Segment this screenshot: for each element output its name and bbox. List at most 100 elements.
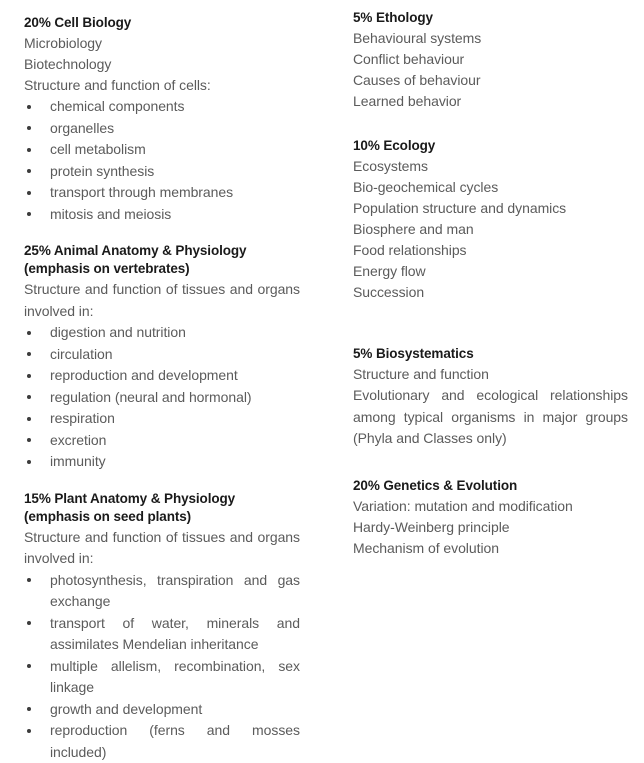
list-item-label: circulation	[50, 344, 300, 366]
section-heading: 5% Biosystematics	[353, 345, 628, 363]
bullet-icon	[27, 148, 31, 152]
bullet-icon	[27, 578, 31, 582]
list-item: growth and development	[24, 699, 300, 721]
list-item-label: multiple allelism, recombination, sex li…	[50, 656, 300, 699]
list-item: mitosis and meiosis	[24, 204, 300, 226]
section-line: Population structure and dynamics	[353, 198, 628, 219]
list-item: regulation (neural and hormonal)	[24, 387, 300, 409]
bullet-icon	[27, 331, 31, 335]
bullet-icon	[27, 664, 31, 668]
section-line: Ecosystems	[353, 156, 628, 177]
list-item-label: organelles	[50, 118, 300, 140]
section-heading-main: 20% Genetics & Evolution	[353, 478, 517, 493]
section-heading: 25% Animal Anatomy & Physiology (emphasi…	[24, 242, 300, 278]
list-item: chemical components	[24, 96, 300, 118]
section-genetics-evolution: 20% Genetics & Evolution Variation: muta…	[353, 477, 628, 559]
section-line: Succession	[353, 282, 628, 303]
section-heading: 15% Plant Anatomy & Physiology (emphasis…	[24, 490, 300, 526]
list-item: reproduction (ferns and mosses included)	[24, 720, 300, 763]
section-line: Learned behavior	[353, 91, 628, 112]
section-heading: 20% Genetics & Evolution	[353, 477, 628, 495]
section-line: Energy flow	[353, 261, 628, 282]
section-line: Behavioural systems	[353, 28, 628, 49]
bullet-icon	[27, 126, 31, 130]
right-column: 5% Ethology Behavioural systems Conflict…	[353, 0, 628, 559]
bullet-icon	[27, 395, 31, 399]
list-item-label: transport through membranes	[50, 182, 300, 204]
section-cell-biology: 20% Cell Biology Microbiology Biotechnol…	[24, 14, 300, 225]
syllabus-document: 20% Cell Biology Microbiology Biotechnol…	[0, 0, 644, 690]
section-line: Structure and function	[353, 364, 628, 385]
list-item: respiration	[24, 408, 300, 430]
section-line: Mechanism of evolution	[353, 538, 628, 559]
section-line: Microbiology	[24, 33, 300, 54]
section-heading-main: 25% Animal Anatomy & Physiology	[24, 243, 246, 258]
list-item-label: growth and development	[50, 699, 300, 721]
list-item: transport through membranes	[24, 182, 300, 204]
bullet-icon	[27, 438, 31, 442]
list-item: excretion	[24, 430, 300, 452]
bullet-icon	[27, 191, 31, 195]
section-line: Hardy-Weinberg principle	[353, 517, 628, 538]
section-heading: 20% Cell Biology	[24, 14, 300, 32]
section-ecology: 10% Ecology Ecosystems Bio-geochemical c…	[353, 137, 628, 303]
section-biosystematics: 5% Biosystematics Structure and function…	[353, 345, 628, 450]
bullet-icon	[27, 621, 31, 625]
bullet-icon	[27, 460, 31, 464]
section-heading-sub: (emphasis on seed plants)	[24, 508, 300, 526]
bullet-icon	[27, 212, 31, 216]
list-item: organelles	[24, 118, 300, 140]
section-line: Biotechnology	[24, 54, 300, 75]
section-line: Bio-geochemical cycles	[353, 177, 628, 198]
section-heading: 5% Ethology	[353, 9, 628, 27]
section-heading-sub: (emphasis on vertebrates)	[24, 260, 300, 278]
list-item: multiple allelism, recombination, sex li…	[24, 656, 300, 699]
section-line: Food relationships	[353, 240, 628, 261]
section-line: Structure and function of cells:	[24, 75, 300, 96]
section-bullet-list: chemical components organelles cell meta…	[24, 96, 300, 225]
bullet-icon	[27, 105, 31, 109]
list-item: transport of water, minerals and assimil…	[24, 613, 300, 656]
list-item-label: respiration	[50, 408, 300, 430]
list-item-label: regulation (neural and hormonal)	[50, 387, 300, 409]
bullet-icon	[27, 707, 31, 711]
list-item: cell metabolism	[24, 139, 300, 161]
section-lead-paragraph: Structure and function of tissues and or…	[24, 279, 300, 322]
list-item-label: protein synthesis	[50, 161, 300, 183]
section-heading-main: 10% Ecology	[353, 138, 435, 153]
list-item: immunity	[24, 451, 300, 473]
section-heading-main: 5% Ethology	[353, 10, 433, 25]
list-item: reproduction and development	[24, 365, 300, 387]
section-bullet-list: photosynthesis, transpiration and gas ex…	[24, 570, 300, 763]
section-line: Causes of behaviour	[353, 70, 628, 91]
list-item-label: photosynthesis, transpiration and gas ex…	[50, 570, 300, 613]
section-animal-anatomy-physiology: 25% Animal Anatomy & Physiology (emphasi…	[24, 242, 300, 473]
list-item-label: transport of water, minerals and assimil…	[50, 613, 300, 656]
section-heading-main: 15% Plant Anatomy & Physiology	[24, 491, 235, 506]
section-bullet-list: digestion and nutrition circulation repr…	[24, 322, 300, 473]
list-item-label: excretion	[50, 430, 300, 452]
section-lead-paragraph: Structure and function of tissues and or…	[24, 527, 300, 570]
list-item: circulation	[24, 344, 300, 366]
bullet-icon	[27, 729, 31, 733]
bullet-icon	[27, 417, 31, 421]
section-heading-main: 20% Cell Biology	[24, 15, 131, 30]
list-item: protein synthesis	[24, 161, 300, 183]
list-item: digestion and nutrition	[24, 322, 300, 344]
section-heading-main: 5% Biosystematics	[353, 346, 474, 361]
section-plant-anatomy-physiology: 15% Plant Anatomy & Physiology (emphasis…	[24, 490, 300, 763]
section-line: Biosphere and man	[353, 219, 628, 240]
section-lead-paragraph: Evolutionary and ecological relationship…	[353, 385, 628, 450]
list-item-label: reproduction (ferns and mosses included)	[50, 720, 300, 763]
section-ethology: 5% Ethology Behavioural systems Conflict…	[353, 9, 628, 112]
list-item-label: reproduction and development	[50, 365, 300, 387]
section-line: Conflict behaviour	[353, 49, 628, 70]
list-item-label: immunity	[50, 451, 300, 473]
left-column: 20% Cell Biology Microbiology Biotechnol…	[24, 0, 300, 763]
section-line: Variation: mutation and modification	[353, 496, 628, 517]
list-item-label: chemical components	[50, 96, 300, 118]
bullet-icon	[27, 169, 31, 173]
section-heading: 10% Ecology	[353, 137, 628, 155]
list-item-label: mitosis and meiosis	[50, 204, 300, 226]
list-item: photosynthesis, transpiration and gas ex…	[24, 570, 300, 613]
